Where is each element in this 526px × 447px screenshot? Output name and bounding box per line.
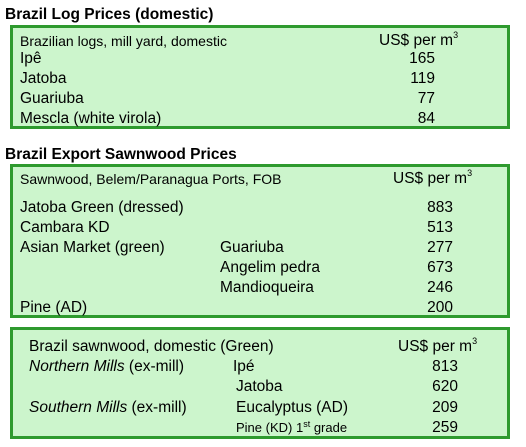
species-name: Ipê [20, 50, 42, 67]
domestic-header-label: Brazil sawnwood, domestic (Green) [29, 338, 274, 355]
product-name: Jatoba Green (dressed) [20, 199, 184, 216]
export-header-row: Sawnwood, Belem/Paranagua Ports, FOB US$… [13, 168, 507, 189]
log-prices-table: Brazilian logs, mill yard, domestic US$ … [10, 25, 510, 129]
domestic-sawnwood-table: Brazil sawnwood, domestic (Green) US$ pe… [10, 327, 510, 439]
product-name: Cambara KD [20, 219, 110, 236]
price-value: 259 [432, 419, 458, 436]
species-name: Eucalyptus (AD) [236, 399, 348, 416]
domestic-unit: US$ per m3 [398, 336, 478, 357]
export-unit: US$ per m3 [393, 168, 473, 189]
product-sub: Mandioqueira [220, 279, 314, 296]
log-prices-header-label: Brazilian logs, mill yard, domestic [20, 33, 227, 49]
table-row: Asian Market (green) Guariuba 277 [13, 238, 507, 258]
product-sub: Guariuba [220, 239, 284, 256]
export-header-label: Sawnwood, Belem/Paranagua Ports, FOB [20, 171, 282, 187]
product-sub: Angelim pedra [220, 259, 320, 276]
export-unit-text: US$ per m [393, 170, 468, 187]
table-row: Ipê 165 [13, 49, 507, 69]
log-prices-unit-sup: 3 [453, 30, 459, 40]
export-unit-sup: 3 [467, 168, 473, 178]
species-name: Guariuba [20, 90, 84, 107]
table-row: Jatoba 119 [13, 69, 507, 89]
price-value: 165 [409, 50, 435, 67]
price-value: 84 [417, 110, 435, 127]
domestic-unit-sup: 3 [472, 336, 478, 346]
price-value: 673 [427, 259, 453, 276]
price-value: 77 [417, 90, 435, 107]
mill-region: Northern Mills [29, 358, 125, 375]
price-value: 620 [432, 378, 458, 395]
domestic-unit-text: US$ per m [398, 338, 473, 355]
species-name: Ipé [233, 358, 255, 375]
mill-terms: (ex-mill) [124, 358, 185, 375]
table-row: Pine (AD) 200 [13, 298, 507, 318]
species-name: Jatoba [236, 378, 283, 395]
price-value: 813 [432, 358, 458, 375]
species-name: Pine (KD) 1st grade [236, 418, 347, 438]
product-name: Pine (AD) [20, 299, 88, 316]
log-prices-title: Brazil Log Prices (domestic) [5, 6, 214, 23]
table-row: Jatoba Green (dressed) 883 [13, 198, 507, 218]
mill-terms: (ex-mill) [127, 399, 187, 416]
table-row: Pine (KD) 1st grade 259 [13, 418, 507, 438]
species-name: Mescla (white virola) [20, 110, 162, 127]
mill-region: Southern Mills [29, 399, 128, 416]
price-value: 513 [427, 219, 453, 236]
price-value: 200 [427, 299, 453, 316]
species-tail: grade [310, 420, 348, 435]
species-main: Pine (KD) 1 [236, 420, 304, 435]
species-name: Jatoba [20, 70, 67, 87]
price-value: 883 [427, 199, 453, 216]
price-value: 119 [410, 70, 435, 87]
domestic-header-row: Brazil sawnwood, domestic (Green) US$ pe… [13, 336, 507, 357]
species-ordinal-sup: st [303, 419, 311, 429]
log-prices-unit-text: US$ per m [379, 32, 454, 49]
log-prices-unit: US$ per m3 [379, 30, 459, 51]
price-value: 209 [432, 399, 458, 416]
log-prices-header-row: Brazilian logs, mill yard, domestic US$ … [13, 30, 507, 51]
export-sawnwood-title: Brazil Export Sawnwood Prices [5, 146, 237, 163]
price-value: 246 [427, 279, 453, 296]
mill-label: Northern Mills (ex-mill) [29, 357, 184, 377]
table-row: Jatoba 620 [13, 377, 507, 397]
table-row: Guariuba 77 [13, 89, 507, 109]
table-row: Mescla (white virola) 84 [13, 109, 507, 129]
table-row: Angelim pedra 673 [13, 258, 507, 278]
product-name: Asian Market (green) [20, 239, 165, 256]
price-value: 277 [427, 239, 453, 256]
export-sawnwood-table: Sawnwood, Belem/Paranagua Ports, FOB US$… [10, 164, 510, 318]
mill-label: Southern Mills (ex-mill) [29, 398, 187, 418]
table-row: Northern Mills (ex-mill) Ipé 813 [13, 357, 507, 377]
table-row: Mandioqueira 246 [13, 278, 507, 298]
table-row: Cambara KD 513 [13, 218, 507, 238]
table-row: Southern Mills (ex-mill) Eucalyptus (AD)… [13, 398, 507, 418]
